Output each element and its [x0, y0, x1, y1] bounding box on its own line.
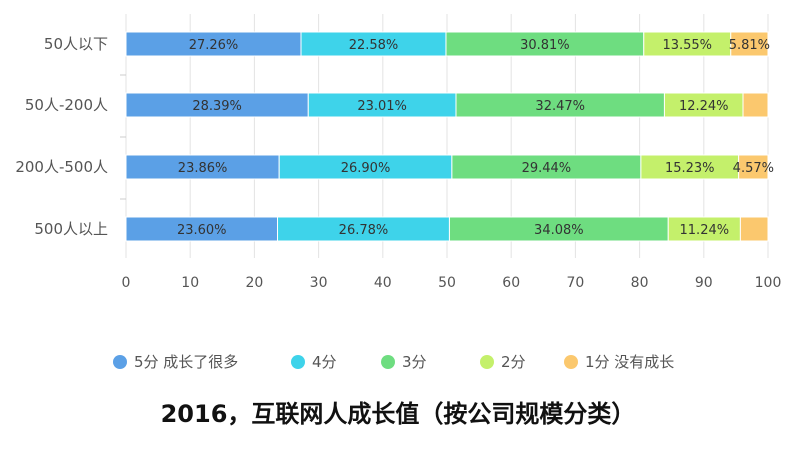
- legend-swatch: [381, 355, 395, 369]
- bar-value-label: 22.58%: [349, 38, 399, 53]
- bar-segment: [278, 154, 453, 180]
- bar-segment: [739, 216, 769, 242]
- legend-swatch: [564, 355, 578, 369]
- bar-value-label: 29.44%: [522, 161, 572, 176]
- category-label: 50人以下: [44, 35, 108, 53]
- bar-value-label: 28.39%: [192, 99, 242, 114]
- legend-label: 3分: [402, 353, 427, 371]
- x-tick-label: 100: [755, 275, 782, 291]
- legend-swatch: [291, 355, 305, 369]
- bar-segment: [125, 92, 309, 118]
- bar-segment: [738, 154, 769, 180]
- bar-segment: [125, 216, 279, 242]
- x-tick-label: 90: [695, 275, 713, 291]
- bar-segment: [277, 216, 450, 242]
- bar-value-label: 27.26%: [189, 38, 239, 53]
- bars: 27.26% 22.58% 30.81% 13.55% 5.81% 28.39% 23.01…: [125, 31, 774, 242]
- category-label: 50人-200人: [25, 96, 108, 114]
- bar-value-label: 23.01%: [357, 99, 407, 114]
- bar-value-label: 32.47%: [535, 99, 585, 114]
- x-tick-label: 70: [566, 275, 584, 291]
- x-tick-label: 0: [122, 275, 131, 291]
- bar-segment: [730, 31, 769, 57]
- x-tick-label: 50: [438, 275, 456, 291]
- bar-value-label: 26.90%: [341, 161, 391, 176]
- bar-segment: [667, 216, 741, 242]
- bar-value-label: 23.60%: [177, 223, 227, 238]
- bar-segment: [640, 154, 740, 180]
- bar-segment: [742, 92, 769, 118]
- x-tick-label: 10: [181, 275, 199, 291]
- bar-value-label: 34.08%: [534, 223, 584, 238]
- bar-segment: [448, 216, 669, 242]
- category-labels: 50人以下 50人-200人 200人-500人 500人以上: [15, 35, 108, 238]
- x-tick-label: 80: [631, 275, 649, 291]
- bar-segment: [445, 31, 645, 57]
- x-tick-label: 60: [502, 275, 520, 291]
- legend-label: 1分 没有成长: [585, 353, 674, 371]
- bar-segment: [451, 154, 642, 180]
- bar-value-label: 15.23%: [665, 161, 715, 176]
- bar-value-label: 12.24%: [679, 99, 729, 114]
- category-label: 500人以上: [34, 220, 108, 238]
- bar-value-label: 4.57%: [733, 161, 774, 176]
- category-label: 200人-500人: [15, 158, 108, 176]
- legend-swatch: [480, 355, 494, 369]
- bar-value-label: 11.24%: [680, 223, 730, 238]
- legend-label: 4分: [312, 353, 337, 371]
- bar-value-label: 26.78%: [339, 223, 389, 238]
- bar-value-label: 23.86%: [178, 161, 228, 176]
- x-tick-label: 40: [374, 275, 392, 291]
- legend-label: 5分 成长了很多: [134, 353, 238, 371]
- x-tick-label: 30: [310, 275, 328, 291]
- legend-label: 2分: [501, 353, 526, 371]
- legend-swatch: [113, 355, 127, 369]
- legend: 5分 成长了很多 4分 3分 2分 1分 没有成长: [113, 353, 674, 371]
- bar-segment: [455, 92, 665, 118]
- chart-title: 2016，互联网人成长值（按公司规模分类）: [161, 400, 636, 428]
- bar-value-label: 30.81%: [520, 38, 570, 53]
- x-tick-label: 20: [245, 275, 263, 291]
- x-axis-ticks: 0 10 20 30 40 50 60 70 80 90 100: [122, 275, 782, 291]
- bar-value-label: 13.55%: [662, 38, 712, 53]
- bar-segment: [125, 154, 280, 180]
- bar-value-label: 5.81%: [729, 38, 770, 53]
- bar-segment: [307, 92, 457, 118]
